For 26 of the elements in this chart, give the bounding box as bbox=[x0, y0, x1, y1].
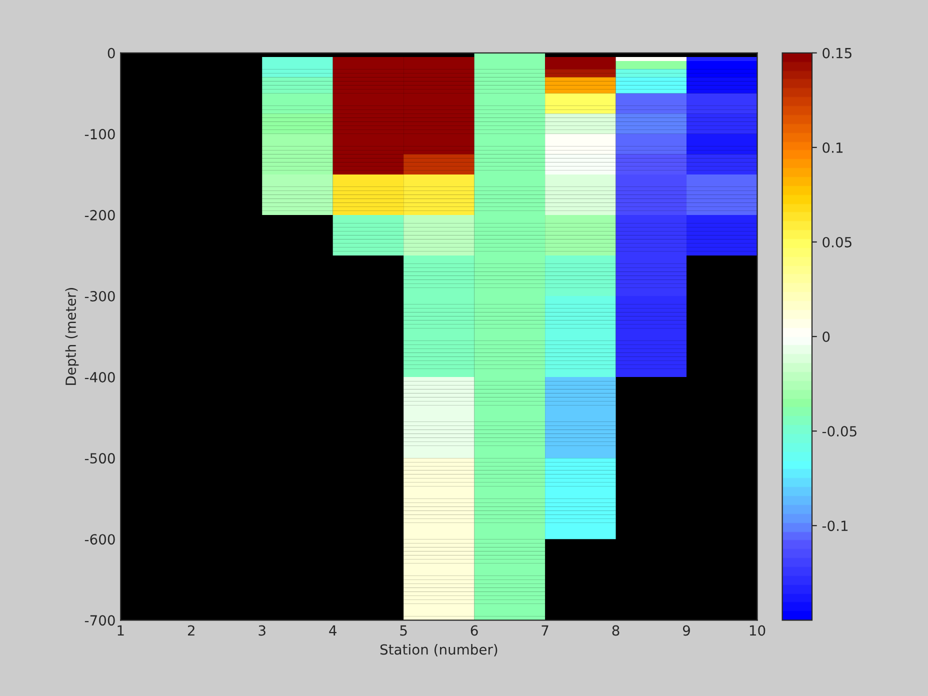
color-bar-label: 0.15 bbox=[822, 48, 852, 58]
x-tick-label: 6 bbox=[470, 625, 478, 636]
x-tick-label: 8 bbox=[612, 625, 620, 636]
color-bar-label: 0.1 bbox=[822, 142, 843, 153]
x-axis-title: Station (number) bbox=[380, 644, 498, 656]
y-axis-title: Depth (meter) bbox=[65, 288, 79, 385]
y-tick-label: -400 bbox=[84, 372, 115, 383]
x-tick-label: 2 bbox=[188, 625, 194, 636]
y-tick-label: -300 bbox=[84, 290, 115, 302]
x-tick-label: 4 bbox=[329, 625, 336, 636]
x-tick-label: 5 bbox=[400, 625, 407, 636]
y-tick-label: 0 bbox=[108, 48, 115, 58]
x-tick-label: 9 bbox=[682, 625, 690, 636]
color-bar-label: 0 bbox=[822, 331, 830, 342]
y-tick-label: -700 bbox=[84, 615, 115, 626]
x-tick-label: 7 bbox=[542, 625, 548, 636]
color-bar-label: -0.1 bbox=[822, 520, 848, 532]
y-tick-label: -200 bbox=[84, 210, 115, 220]
x-tick-label: 1 bbox=[118, 625, 124, 636]
x-tick-label: 10 bbox=[750, 625, 766, 636]
y-tick-label: -500 bbox=[84, 453, 115, 464]
x-tick-label: 3 bbox=[258, 625, 266, 636]
y-tick-label: -600 bbox=[84, 534, 115, 545]
color-bar-label: -0.05 bbox=[822, 426, 856, 437]
color-bar-label: 0.05 bbox=[822, 236, 852, 248]
y-tick-label: -100 bbox=[84, 128, 115, 140]
